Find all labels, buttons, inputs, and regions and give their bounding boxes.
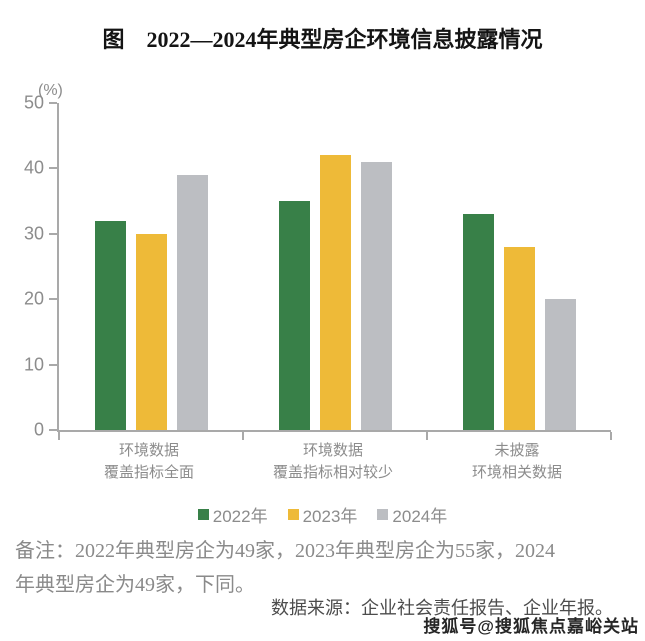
legend-item-2022年: 2022年 <box>197 502 268 527</box>
bar-groups <box>59 103 611 430</box>
y-axis-tick: 50 <box>24 93 57 113</box>
x-axis-category-label: 环境数据 覆盖指标相对较少 <box>272 442 393 481</box>
y-axis-tick: 20 <box>24 289 57 309</box>
bar-2024年-group2 <box>360 161 392 430</box>
sohu-watermark: 搜狐号@搜狐焦点嘉峪关站 <box>423 617 639 636</box>
legend-swatch <box>377 509 389 520</box>
bar-2023年-group3 <box>503 246 535 430</box>
legend-swatch <box>287 509 299 520</box>
bar-group-2 <box>243 103 427 430</box>
remark-note: 备注：2022年典型房企为49家，2023年典型房企为55家，2024 年典型房… <box>15 540 555 596</box>
bar-2022年-group1 <box>94 220 126 430</box>
bar-2024年-group1 <box>176 174 208 430</box>
y-axis-tick-label: 20 <box>23 288 44 309</box>
legend-swatch <box>197 509 209 520</box>
bar-2024年-group3 <box>544 299 576 430</box>
chart-legend: 2022年 2023年 2024年 <box>0 502 645 527</box>
legend-label: 2024年 <box>392 507 448 526</box>
y-axis-tick: 30 <box>24 223 57 243</box>
legend-label: 2022年 <box>212 507 268 526</box>
x-axis-category-label: 未披露 环境相关数据 <box>471 442 562 481</box>
x-axis-tick <box>610 432 612 440</box>
bar-2022年-group3 <box>462 214 494 430</box>
x-axis-tick <box>242 432 244 440</box>
chart-title: 图 2022—2024年典型房企环境信息披露情况 <box>102 27 543 52</box>
bar-2023年-group2 <box>319 155 351 430</box>
y-axis-tick: 10 <box>24 354 57 374</box>
y-axis-tick-label: 40 <box>23 157 44 178</box>
y-axis-tick-label: 10 <box>23 354 44 375</box>
y-axis-tick: 40 <box>24 158 57 178</box>
legend-label: 2023年 <box>302 507 358 526</box>
bar-2023年-group1 <box>135 233 167 430</box>
legend-item-2023年: 2023年 <box>287 502 358 527</box>
x-axis-labels: 环境数据 覆盖指标全面 环境数据 覆盖指标相对较少 未披露 环境相关数据 <box>57 440 609 484</box>
x-axis-category-label: 环境数据 覆盖指标全面 <box>103 442 194 481</box>
bar-group-3 <box>427 103 611 430</box>
data-source-note: 数据来源：企业社会责任报告、企业年报。 <box>271 598 613 618</box>
y-axis-tick-label: 30 <box>23 223 44 244</box>
x-axis-tick <box>426 432 428 440</box>
bar-2022年-group2 <box>278 201 310 430</box>
x-axis-tick <box>58 432 60 440</box>
plot-area: 0 10 20 30 40 50 <box>24 93 612 440</box>
y-axis-unit-label: (%) <box>38 82 63 99</box>
y-axis-tick: 0 <box>34 420 57 440</box>
y-axis-tick-label: 0 <box>33 419 44 440</box>
bar-group-1 <box>59 103 243 430</box>
y-axis-tick-label: 50 <box>23 92 44 113</box>
legend-item-2024年: 2024年 <box>377 502 447 527</box>
